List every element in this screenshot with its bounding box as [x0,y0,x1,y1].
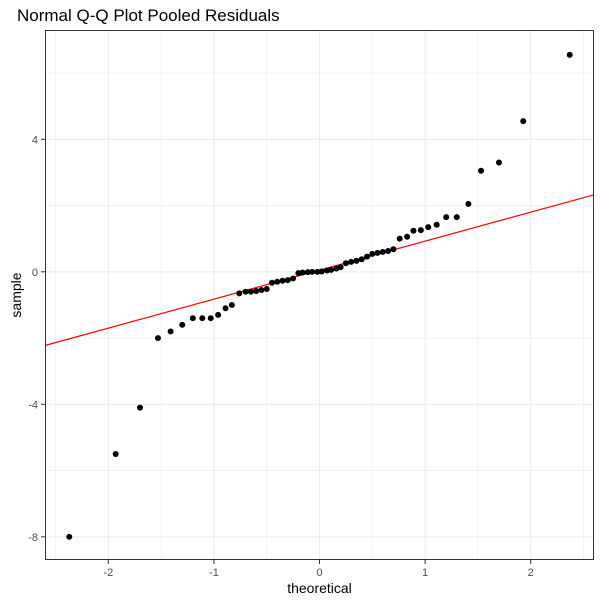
data-point [154,335,161,342]
data-point [253,288,260,295]
y-tick-label: -8 [28,532,38,544]
data-point [410,227,417,234]
data-point [433,221,440,228]
data-point [348,258,355,265]
data-point [258,287,265,294]
data-point [318,268,325,275]
data-point [385,247,392,254]
data-point [358,256,365,263]
data-point [179,321,186,328]
x-tick-label: 0 [316,567,322,579]
data-point [247,288,254,295]
data-point [66,533,73,540]
data-point [112,451,119,457]
data-point [495,159,502,166]
data-point [404,233,411,240]
data-point [520,118,527,125]
y-tick-label: 4 [32,134,38,146]
plot-panel [44,30,595,560]
y-axis-title: sample [8,272,24,317]
data-point [228,301,235,308]
data-point [453,214,460,221]
y-tick-label: -4 [28,399,38,411]
data-point [263,286,270,293]
y-axis-ticks: -8 -4 0 4 [28,134,45,544]
y-tick-label: 0 [32,267,38,279]
data-point [189,315,196,322]
x-tick-label: 1 [422,567,428,579]
data-point [167,328,174,335]
data-point [199,315,206,322]
data-point [566,51,573,58]
major-gridlines [45,30,594,560]
x-axis-ticks: -2 -1 0 1 2 [103,560,534,579]
data-point [299,269,306,276]
x-tick-label: -2 [103,567,113,579]
data-point [465,200,472,207]
data-point [379,248,386,255]
sample-points [66,51,573,540]
chart-title: Normal Q-Q Plot Pooled Residuals [17,6,280,25]
x-axis-title: theoretical [287,580,352,596]
data-point [374,249,381,256]
x-tick-label: -1 [209,567,219,579]
data-point [417,227,424,234]
data-point [309,268,316,275]
data-point [242,288,249,295]
data-point [364,253,371,260]
data-point [443,214,450,221]
data-point [369,250,376,257]
data-point [478,167,485,174]
data-point [328,266,335,273]
data-point [207,315,214,322]
data-point [274,278,281,285]
data-point [236,290,243,297]
data-point [222,305,229,312]
data-point [215,311,222,318]
data-point [396,235,403,242]
data-point [268,279,275,286]
data-point [279,277,286,284]
data-point [390,246,397,253]
data-point [353,257,360,264]
data-point [342,260,349,267]
data-point [425,224,432,231]
data-point [284,277,291,284]
data-point [137,404,144,411]
data-point [337,264,344,271]
x-tick-label: 2 [528,567,534,579]
data-point [290,275,297,282]
panel-border [45,30,594,560]
